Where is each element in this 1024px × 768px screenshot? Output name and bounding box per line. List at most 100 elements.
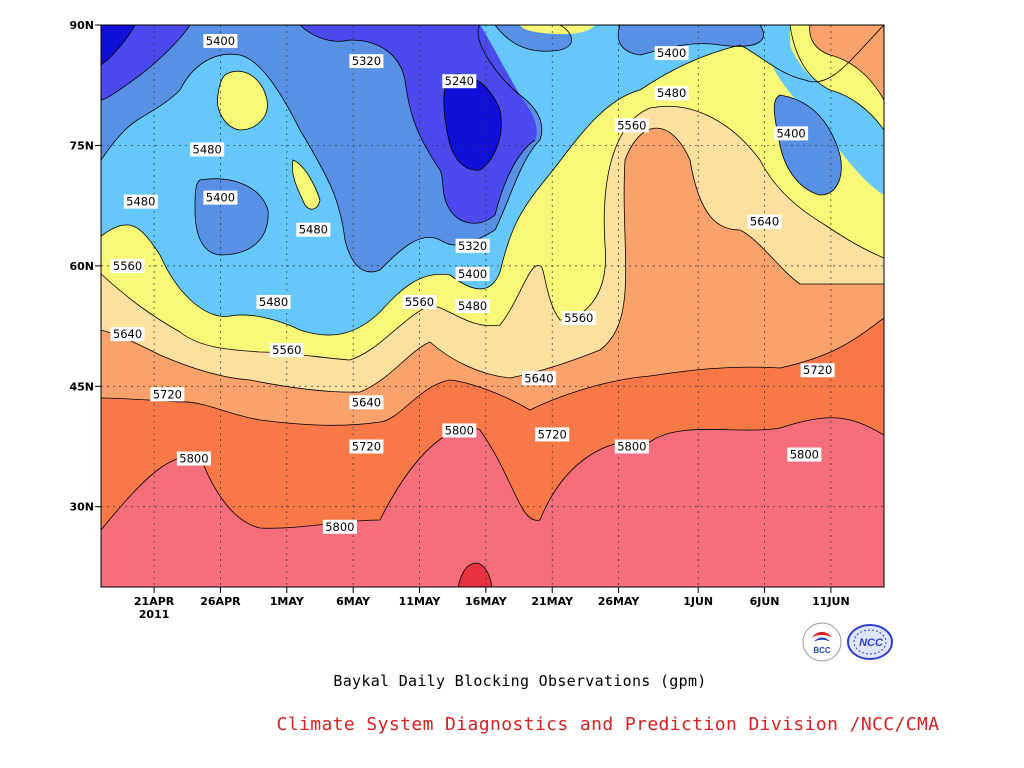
contour-label: 5560 xyxy=(110,258,145,273)
contour-label-bg xyxy=(774,126,809,141)
contour-label-text: 5800 xyxy=(325,520,354,534)
contour-label: 5640 xyxy=(747,214,782,229)
bcc-logo: BCC xyxy=(802,622,842,662)
contour-line xyxy=(101,417,884,531)
contour-label-text: 5720 xyxy=(153,387,182,401)
contour-label-bg xyxy=(349,54,384,69)
contour-label-text: 5800 xyxy=(617,440,646,454)
contour-label-text: 5720 xyxy=(352,440,381,454)
contour-label: 5320 xyxy=(349,54,384,69)
contour-line xyxy=(101,25,536,224)
contour-label-bg xyxy=(256,294,291,309)
contour-label: 5800 xyxy=(442,423,477,438)
contour-label: 5720 xyxy=(150,387,185,402)
contour-label-bg xyxy=(349,439,384,454)
grid xyxy=(101,25,884,587)
contour-lines xyxy=(101,25,884,587)
contour-label-bg xyxy=(402,294,437,309)
contour-line xyxy=(101,317,884,426)
contour-label-bg xyxy=(747,214,782,229)
contour-label: 5800 xyxy=(787,447,822,462)
contour-label: 5480 xyxy=(123,194,158,209)
contour-label-text: 5800 xyxy=(790,448,819,462)
x-tick-label: 26MAY xyxy=(598,595,641,608)
y-tick-label: 60N xyxy=(69,260,94,273)
contour-label-bg xyxy=(654,46,689,61)
contour-label: 5560 xyxy=(402,294,437,309)
contour-label-bg xyxy=(110,258,145,273)
contour-label-bg xyxy=(800,363,835,378)
contour-label: 5480 xyxy=(190,142,225,157)
contour-line xyxy=(494,25,764,56)
band-below-5240 xyxy=(101,25,502,171)
x-tick-label: 21MAY xyxy=(531,595,574,608)
contour-label-text: 5800 xyxy=(179,452,208,466)
contour-label: 5640 xyxy=(349,395,384,410)
contour-label-bg xyxy=(787,447,822,462)
contour-label-bg xyxy=(203,190,238,205)
contour-line xyxy=(457,562,493,587)
contour-label-text: 5480 xyxy=(126,195,155,209)
contour-label: 5400 xyxy=(455,266,490,281)
contour-label-text: 5640 xyxy=(750,215,779,229)
contour-line xyxy=(194,178,269,256)
y-tick-label: 30N xyxy=(69,501,94,514)
contour-label-text: 5560 xyxy=(113,259,142,273)
contour-label-text: 5480 xyxy=(193,142,222,156)
x-tick-label: 21APR xyxy=(134,595,175,608)
contour-labels: 5400 5320 5240 5400 5480 5560 5400 5480 5400 5480… xyxy=(110,34,835,534)
contour-label-text: 5240 xyxy=(445,74,474,88)
contour-label-bg xyxy=(455,238,490,253)
contour-label-bg xyxy=(190,142,225,157)
contour-label: 5240 xyxy=(442,74,477,89)
contour-label-text: 5640 xyxy=(113,327,142,341)
ncc-logo-icon: NCC xyxy=(847,624,893,660)
contour-label: 5480 xyxy=(296,222,331,237)
contour-label-bg xyxy=(296,222,331,237)
contour-line xyxy=(101,25,502,171)
y-tick-label: 75N xyxy=(69,139,94,152)
contour-label: 5400 xyxy=(203,190,238,205)
contour-label: 5320 xyxy=(455,238,490,253)
band-peak-south xyxy=(458,563,492,587)
y-axis: 30N 45N 60N 75N 90N xyxy=(69,19,101,514)
x-tick-label: 1MAY xyxy=(270,595,305,608)
contour-label: 5800 xyxy=(322,519,357,534)
contour-label: 5720 xyxy=(800,363,835,378)
contour-label-bg xyxy=(442,74,477,89)
contour-label-bg xyxy=(269,343,304,358)
contour-label: 5800 xyxy=(176,451,211,466)
contour-label: 5640 xyxy=(110,327,145,342)
y-tick-label: 45N xyxy=(69,380,94,393)
contour-label: 5800 xyxy=(614,439,649,454)
contour-label-text: 5400 xyxy=(657,46,686,60)
contour-label: 5400 xyxy=(203,34,238,49)
contour-label-bg xyxy=(561,311,596,326)
contour-label-text: 5480 xyxy=(657,86,686,100)
chart-title: Baykal Daily Blocking Observations (gpm) xyxy=(333,672,707,690)
contour-label-text: 5400 xyxy=(206,191,235,205)
contour-label-bg xyxy=(110,327,145,342)
contour-label: 5720 xyxy=(349,439,384,454)
x-tick-label: 6MAY xyxy=(336,595,371,608)
contour-label-bg xyxy=(322,519,357,534)
plot-frame xyxy=(100,24,885,588)
contour-label-text: 5320 xyxy=(458,239,487,253)
contour-label-bg xyxy=(535,427,570,442)
band-inner-5640-north xyxy=(809,25,884,100)
contour-label: 5560 xyxy=(561,311,596,326)
contour-label-bg xyxy=(349,395,384,410)
contour-label-bg xyxy=(455,266,490,281)
contour-label-bg xyxy=(123,194,158,209)
x-tick-label: 26APR xyxy=(200,595,241,608)
band-5240-5320 xyxy=(101,25,537,224)
x-tick-label: 11MAY xyxy=(399,595,442,608)
contour-label-text: 5560 xyxy=(272,343,301,357)
x-tick-label: 16MAY xyxy=(465,595,508,608)
contour-label-bg xyxy=(455,299,490,313)
contour-line xyxy=(101,105,884,361)
contour-label: 5400 xyxy=(774,126,809,141)
contour-label: 5640 xyxy=(521,371,556,386)
contour-line xyxy=(217,70,268,131)
